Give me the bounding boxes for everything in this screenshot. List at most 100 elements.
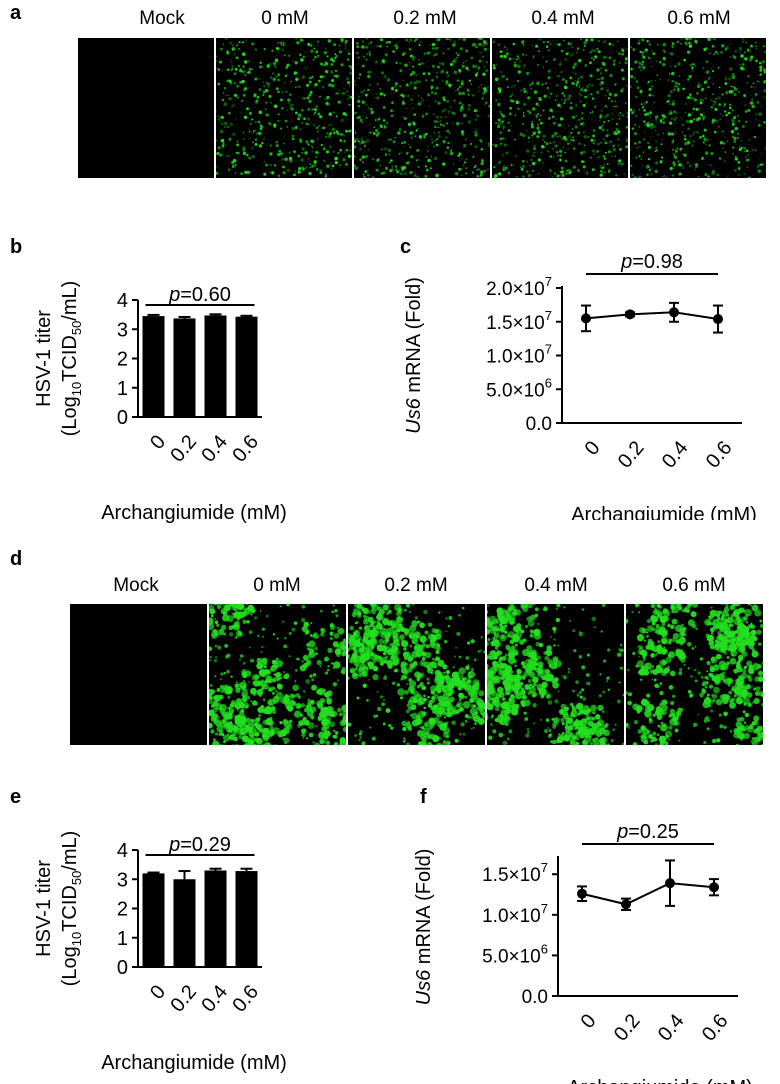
data-point (581, 313, 591, 324)
panel-letter-a: a (10, 2, 22, 24)
tick-mantissa: 5.0×10 (486, 380, 545, 401)
y-tick-label: 1.0×107 (486, 342, 552, 368)
tick-mantissa: 1.5×10 (486, 313, 545, 334)
panel-letter-b: b (10, 236, 23, 258)
x-axis-label: Archangiumide (mM) (101, 1052, 287, 1074)
bar (204, 315, 227, 417)
y-axis-label: Us6 mRNA (Fold) (413, 849, 435, 1006)
tick-mantissa: 0.0 (522, 987, 548, 1008)
micrograph-0.2mM (348, 604, 485, 745)
p-italic: p (168, 284, 180, 306)
x-tick-label: 0.6 (698, 1010, 733, 1045)
micrograph-0.6mM (626, 604, 763, 745)
x-tick-label: 0.6 (228, 431, 263, 466)
x-tick-label: 0.2 (166, 981, 201, 1016)
x-axis-label: Archangiumide (mM) (571, 504, 757, 520)
image-label: 0 mM (261, 8, 309, 29)
y-tick-label: 0.0 (522, 987, 548, 1008)
micrograph-0.4mM (492, 38, 628, 178)
y-label-rest: mRNA (Fold) (413, 849, 435, 970)
tick-exponent: 6 (545, 375, 552, 390)
x-axis-label: Archangiumide (mM) (101, 502, 287, 524)
fluorescence-speckle (487, 604, 624, 745)
fluorescence-speckle (492, 38, 628, 178)
y-tick-label: 3 (117, 869, 128, 891)
y-tick-label: 0 (117, 957, 128, 979)
y-tick-label: 1 (117, 378, 128, 400)
y-tick-label: 1.5×107 (486, 308, 552, 334)
p-rest: =0.60 (180, 284, 231, 306)
p-rest: =0.98 (632, 251, 683, 273)
bar (204, 870, 227, 967)
data-point (577, 888, 587, 899)
y-tick-label: 0.0 (526, 414, 552, 435)
tick-mantissa: 1.0×10 (482, 906, 541, 927)
y-tick-label: 5.0×106 (486, 375, 552, 401)
image-label: 0.2 mM (384, 575, 448, 596)
data-point (709, 882, 719, 893)
tick-exponent: 7 (545, 274, 552, 289)
bar (142, 873, 165, 967)
tick-exponent: 7 (545, 308, 552, 323)
y-label-part: 50 (69, 321, 84, 335)
data-point (625, 309, 635, 320)
image-label: 0.6 mM (667, 8, 731, 29)
data-point (665, 878, 675, 889)
image-label: Mock (139, 8, 185, 29)
x-tick-label: 0 (577, 1010, 601, 1033)
y-tick-label: 2.0×107 (486, 274, 552, 300)
tick-mantissa: 1.5×10 (482, 865, 541, 886)
p-rest: =0.29 (180, 834, 231, 856)
x-tick-label: 0.6 (228, 981, 263, 1016)
image-label: 0.2 mM (393, 8, 457, 29)
p-value-label: p=0.98 (620, 251, 683, 273)
x-tick-label: 0 (581, 437, 605, 460)
micrograph-0.6mM (630, 38, 766, 178)
p-rest: =0.25 (628, 821, 679, 843)
x-tick-label: 0.4 (197, 431, 232, 466)
bar (235, 316, 258, 417)
y-tick-label: 2 (117, 349, 128, 371)
y-axis-label-line2: (Log10TCID50/mL) (59, 281, 84, 437)
bar (235, 871, 258, 967)
tick-mantissa: 1.0×10 (486, 347, 545, 368)
series-line (585, 311, 719, 321)
y-tick-label: 1.5×107 (482, 860, 548, 886)
y-axis-label: Us6 mRNA (Fold) (403, 277, 425, 434)
x-tick-label: 0 (146, 431, 170, 454)
x-tick-label: 0.4 (197, 981, 232, 1016)
bar (173, 318, 196, 417)
x-tick-label: 0.2 (166, 431, 201, 466)
y-tick-label: 5.0×106 (482, 941, 548, 967)
y-label-part: 50 (69, 871, 84, 885)
y-tick-label: 0 (117, 407, 128, 429)
p-value-label: p=0.60 (168, 284, 231, 306)
y-label-part: TCID (59, 335, 81, 382)
data-point (669, 307, 679, 318)
y-axis-label-line1: HSV-1 titer (33, 310, 55, 407)
y-axis-label-line1: HSV-1 titer (33, 860, 55, 957)
micrograph-0mM (216, 38, 352, 178)
y-label-part: (Log (59, 396, 81, 436)
x-tick-label: 0.2 (614, 437, 649, 472)
p-italic: p (616, 821, 628, 843)
p-value-label: p=0.25 (616, 821, 679, 843)
x-tick-label: 0 (146, 981, 170, 1004)
data-point (713, 314, 723, 325)
y-label-part: 10 (69, 382, 84, 396)
micrograph-mock (70, 604, 207, 745)
micrograph-0.2mM (354, 38, 490, 178)
series-line (581, 882, 715, 906)
tick-mantissa: 2.0×10 (486, 279, 545, 300)
tick-exponent: 7 (541, 860, 548, 875)
x-tick-label: 0.2 (610, 1010, 645, 1045)
y-tick-label: 3 (117, 319, 128, 341)
y-label-rest: mRNA (Fold) (403, 277, 425, 398)
